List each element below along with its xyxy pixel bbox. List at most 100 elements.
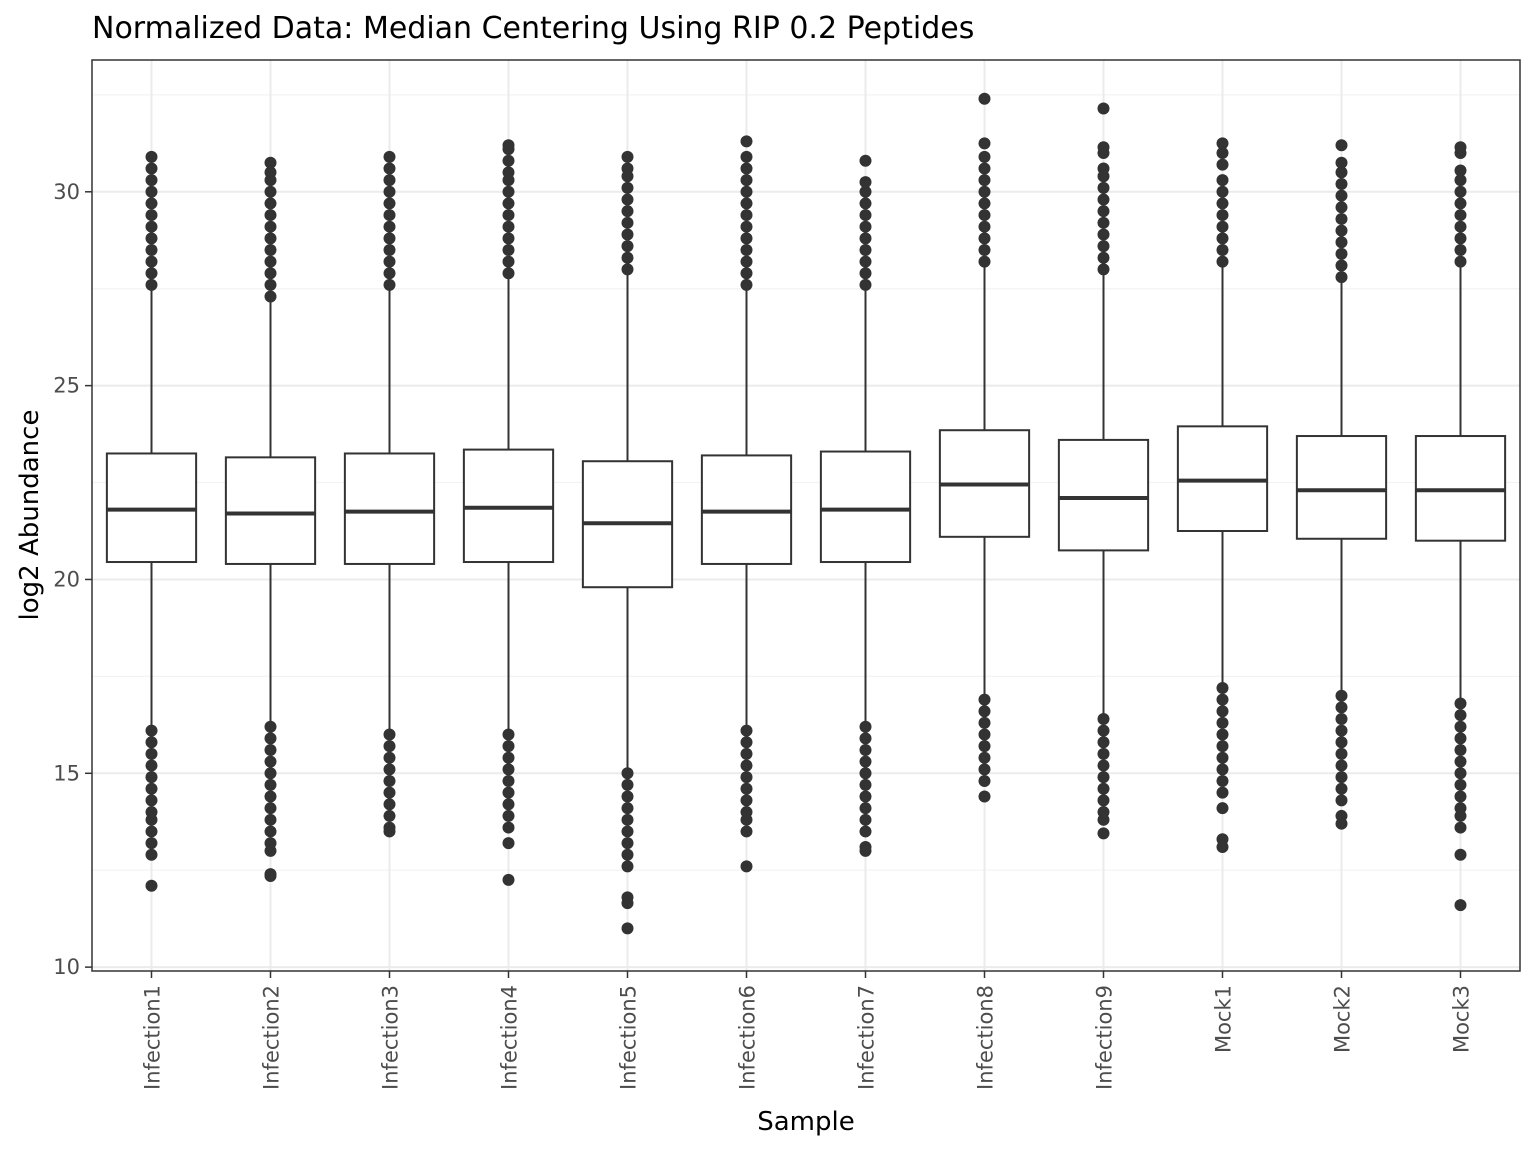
outlier-point xyxy=(145,825,158,838)
outlier-point xyxy=(145,782,158,795)
outlier-point xyxy=(502,873,515,886)
outlier-point xyxy=(1335,759,1348,772)
outlier-point xyxy=(740,782,753,795)
outlier-point xyxy=(383,197,396,210)
outlier-point xyxy=(1216,158,1229,171)
outlier-point xyxy=(502,267,515,280)
outlier-point xyxy=(1097,813,1110,826)
outlier-point xyxy=(740,813,753,826)
outlier-point xyxy=(621,860,634,873)
outlier-point xyxy=(621,813,634,826)
outlier-point xyxy=(1097,736,1110,749)
outlier-point xyxy=(1216,775,1229,788)
outlier-point xyxy=(978,740,991,753)
outlier-point xyxy=(502,220,515,233)
outlier-point xyxy=(264,255,277,268)
outlier-point xyxy=(978,751,991,764)
outlier-point xyxy=(264,209,277,222)
outlier-point xyxy=(1097,102,1110,115)
outlier-point xyxy=(621,778,634,791)
x-tick-label: Infection3 xyxy=(379,985,403,1090)
outlier-point xyxy=(1454,821,1467,834)
outlier-point xyxy=(740,185,753,198)
outlier-point xyxy=(502,728,515,741)
x-tick-label: Infection8 xyxy=(974,985,998,1090)
outlier-point xyxy=(1216,682,1229,695)
outlier-point xyxy=(1097,827,1110,840)
outlier-point xyxy=(859,176,872,189)
outlier-point xyxy=(859,720,872,733)
outlier-point xyxy=(740,794,753,807)
outlier-point xyxy=(383,174,396,187)
outlier-point xyxy=(740,162,753,175)
outlier-point xyxy=(264,197,277,210)
outlier-point xyxy=(383,255,396,268)
outlier-point xyxy=(1454,209,1467,222)
outlier-point xyxy=(1335,247,1348,260)
plot-panel-border xyxy=(91,59,1521,972)
outlier-point xyxy=(1454,164,1467,177)
outlier-point xyxy=(621,150,634,163)
outlier-point xyxy=(978,162,991,175)
outlier-point xyxy=(978,255,991,268)
box-mock2 xyxy=(1295,139,1388,830)
x-tick-label: Infection4 xyxy=(498,985,522,1090)
x-axis-title: Sample xyxy=(757,1107,855,1137)
chart-title: Normalized Data: Median Centering Using … xyxy=(92,11,974,46)
outlier-point xyxy=(859,209,872,222)
box-iqr xyxy=(1057,438,1150,552)
outlier-point xyxy=(1454,899,1467,912)
outlier-point xyxy=(383,220,396,233)
outlier-point xyxy=(1454,255,1467,268)
box-infection8 xyxy=(938,92,1031,803)
outlier-point xyxy=(1097,759,1110,772)
outlier-point xyxy=(621,802,634,815)
outlier-point xyxy=(1454,197,1467,210)
outlier-point xyxy=(859,755,872,768)
outlier-point xyxy=(621,767,634,780)
x-tick-label: Mock1 xyxy=(1212,985,1236,1053)
outlier-point xyxy=(740,724,753,737)
outlier-point xyxy=(1097,713,1110,726)
outlier-point xyxy=(740,759,753,772)
outlier-point xyxy=(264,185,277,198)
box-iqr xyxy=(224,456,317,565)
outlier-point xyxy=(383,798,396,811)
outlier-point xyxy=(502,255,515,268)
outlier-point xyxy=(740,150,753,163)
box-iqr xyxy=(819,450,912,564)
outlier-point xyxy=(264,778,277,791)
outlier-point xyxy=(264,844,277,857)
outlier-point xyxy=(1216,197,1229,210)
outlier-point xyxy=(145,736,158,749)
outlier-point xyxy=(1216,728,1229,741)
outlier-point xyxy=(978,716,991,729)
outlier-point xyxy=(264,166,277,179)
outlier-point xyxy=(383,751,396,764)
outlier-point xyxy=(1097,240,1110,253)
outlier-point xyxy=(502,154,515,167)
outlier-point xyxy=(740,747,753,760)
outlier-point xyxy=(859,232,872,245)
outlier-point xyxy=(264,232,277,245)
outlier-point xyxy=(859,243,872,256)
outlier-point xyxy=(621,193,634,206)
outlier-point xyxy=(502,837,515,850)
outlier-point xyxy=(859,813,872,826)
outlier-point xyxy=(264,732,277,745)
outlier-point xyxy=(145,813,158,826)
outlier-point xyxy=(264,870,277,883)
outlier-point xyxy=(1216,786,1229,799)
outlier-point xyxy=(383,786,396,799)
box-infection4 xyxy=(462,139,555,886)
outlier-point xyxy=(859,844,872,857)
outlier-point xyxy=(1216,693,1229,706)
outlier-point xyxy=(978,150,991,163)
outlier-point xyxy=(1335,224,1348,237)
outlier-point xyxy=(1216,220,1229,233)
outlier-point xyxy=(1216,137,1229,150)
outlier-point xyxy=(621,216,634,229)
outlier-point xyxy=(1097,263,1110,276)
outlier-point xyxy=(1216,705,1229,718)
outlier-point xyxy=(502,209,515,222)
